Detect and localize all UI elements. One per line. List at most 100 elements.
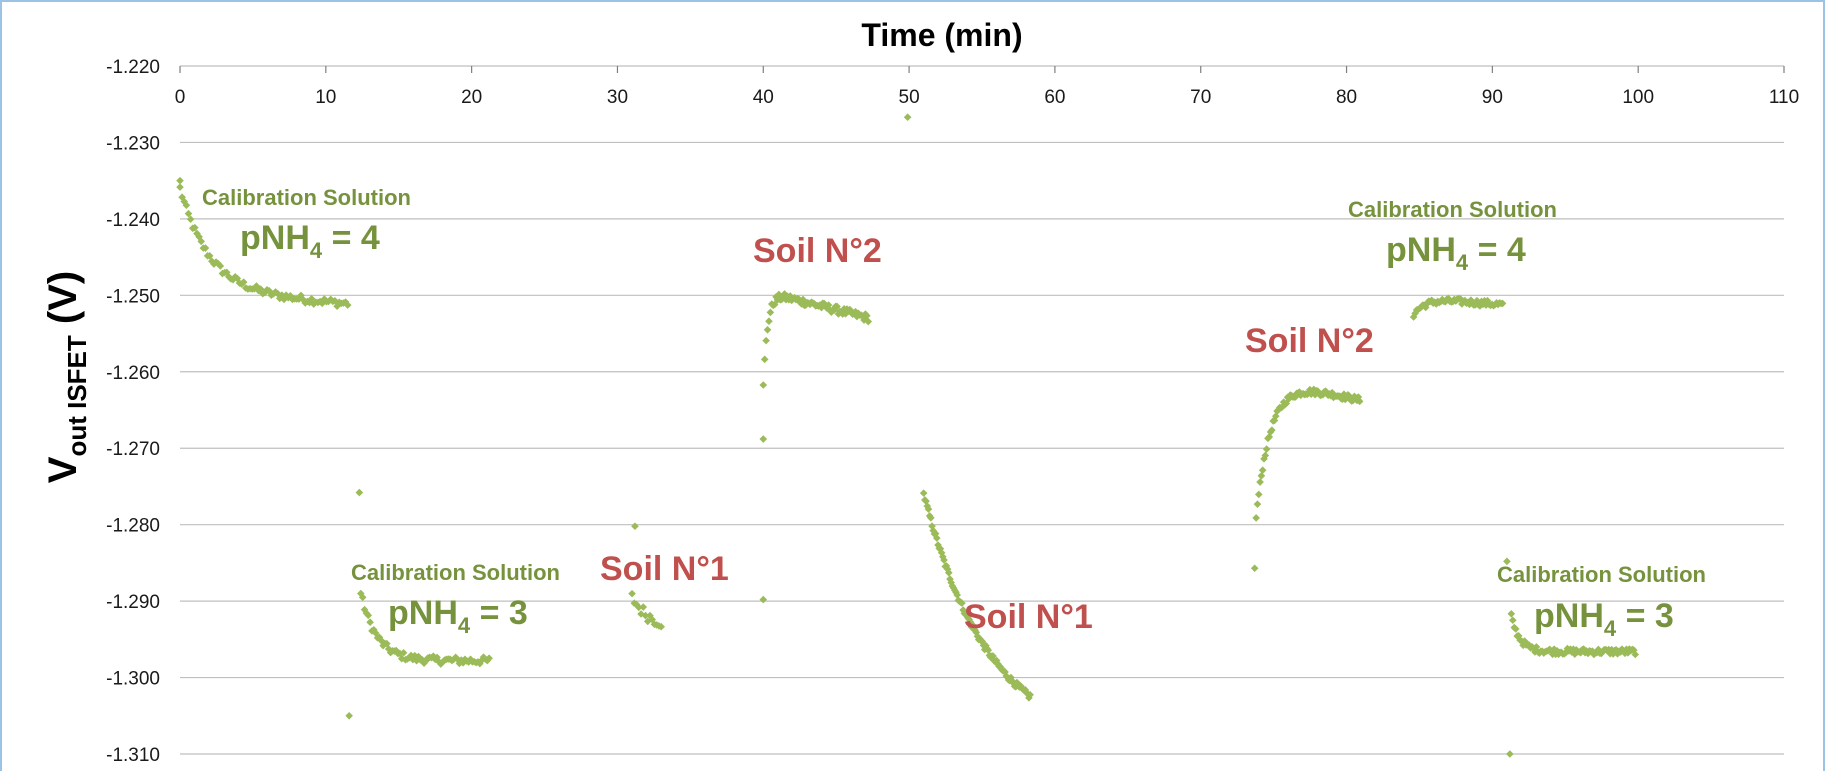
data-point (639, 603, 648, 611)
data-point (1588, 647, 1597, 656)
x-tick-label: 20 (461, 87, 482, 108)
data-point (383, 639, 391, 648)
y-tick-label: -1.300 (106, 669, 160, 690)
x-axis-title: Time (min) (861, 17, 1022, 53)
data-point (933, 534, 941, 542)
x-tick-label: 50 (899, 87, 920, 108)
data-point (847, 307, 856, 316)
y-tick-label: -1.310 (106, 745, 160, 766)
data-point (1250, 564, 1259, 573)
data-point (1311, 390, 1319, 399)
data-point (239, 278, 248, 286)
data-point (648, 615, 657, 624)
data-point (384, 645, 393, 653)
y-tick-label: -1.280 (106, 516, 160, 537)
data-point (1257, 471, 1266, 480)
data-point (759, 595, 768, 604)
data-point (944, 568, 953, 577)
x-tick-labels: 0 10 20 30 40 50 60 70 80 90 100 110 (175, 87, 1799, 108)
x-tick-label: 40 (753, 87, 774, 108)
data-point (830, 306, 839, 314)
data-point (628, 589, 636, 598)
data-point (903, 113, 912, 122)
data-point (1261, 451, 1270, 460)
data-point (1507, 609, 1516, 618)
data-point (309, 300, 318, 308)
data-point (927, 514, 935, 522)
data-point (936, 544, 945, 553)
data-point (252, 282, 261, 290)
data-point (326, 295, 335, 304)
data-point (1345, 392, 1353, 400)
data-point (479, 653, 488, 661)
data-point (864, 317, 873, 326)
data-point (269, 290, 278, 298)
data-point (924, 505, 933, 513)
data-point (222, 268, 231, 277)
data-point (176, 183, 184, 191)
data-point (1268, 426, 1276, 434)
gridlines (179, 65, 1785, 755)
x-tick-label: 0 (175, 87, 186, 108)
data-point (833, 302, 841, 311)
data-point (1498, 299, 1507, 308)
data-point (366, 618, 374, 627)
data-point (762, 336, 770, 345)
annotation-cal2-title: Calibration Solution (351, 560, 560, 585)
data-point (759, 381, 768, 389)
data-point (191, 223, 199, 232)
x-tick-label: 110 (1769, 87, 1799, 108)
data-point (958, 599, 966, 607)
data-point (316, 297, 324, 306)
annotation-soil2-first: Soil N°2 (753, 232, 882, 270)
data-point (1258, 466, 1267, 475)
data-point (860, 316, 868, 324)
data-point (280, 295, 288, 304)
data-point (186, 215, 195, 224)
data-point (1328, 388, 1336, 397)
data-points (176, 113, 1640, 758)
data-point (418, 656, 426, 664)
data-point (250, 285, 259, 293)
data-point (1409, 313, 1418, 321)
annotation-cal4-label: pNH4 = 3 (1534, 597, 1674, 641)
annotation-cal3-label: pNH4 = 4 (1386, 231, 1526, 275)
data-point (182, 201, 191, 210)
data-point (261, 288, 269, 297)
data-point (632, 600, 641, 609)
data-point (1252, 514, 1260, 522)
data-point (485, 654, 493, 663)
y-axis-title-subscript: out ISFET (62, 335, 92, 456)
x-tick-label: 100 (1622, 87, 1654, 108)
x-tick-label: 90 (1482, 87, 1503, 108)
data-point (1256, 478, 1264, 486)
data-point (657, 622, 665, 631)
data-point (360, 605, 369, 614)
y-tick-label: -1.230 (106, 133, 160, 154)
data-point (184, 209, 193, 218)
y-tick-label: -1.240 (106, 210, 160, 231)
y-axis-title: Vout ISFET (V) (41, 271, 92, 483)
data-point (1553, 646, 1561, 655)
data-point (1503, 557, 1511, 566)
data-point (435, 657, 443, 666)
data-point (214, 259, 223, 268)
data-point (763, 326, 772, 334)
data-point (299, 295, 307, 304)
annotation-cal1-title: Calibration Solution (202, 185, 411, 210)
y-tick-label: -1.290 (106, 592, 160, 613)
data-point (286, 291, 295, 300)
annotation-cal1-label: pNH4 = 4 (240, 219, 380, 263)
data-point (355, 488, 364, 497)
data-point (341, 298, 350, 306)
data-point (201, 244, 210, 252)
data-point (641, 611, 650, 620)
x-tick-label: 10 (315, 87, 336, 108)
data-point (1631, 650, 1640, 659)
annotation-cal4-title: Calibration Solution (1497, 562, 1706, 587)
data-point (760, 355, 769, 364)
data-point (358, 593, 367, 602)
data-point (1411, 309, 1419, 318)
